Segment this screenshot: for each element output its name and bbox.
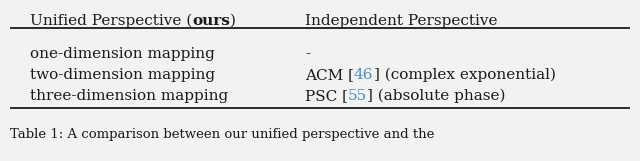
Text: Independent Perspective: Independent Perspective [305, 14, 497, 28]
Text: ours: ours [192, 14, 230, 28]
Text: -: - [305, 47, 310, 61]
Text: PSC [: PSC [ [305, 89, 348, 103]
Text: ] (absolute phase): ] (absolute phase) [367, 89, 506, 103]
Text: two-dimension mapping: two-dimension mapping [30, 68, 215, 82]
Text: ] (complex exponential): ] (complex exponential) [374, 68, 556, 82]
Text: one-dimension mapping: one-dimension mapping [30, 47, 215, 61]
Text: Unified Perspective (: Unified Perspective ( [30, 14, 192, 28]
Text: ACM [: ACM [ [305, 68, 354, 82]
Text: Table 1: A comparison between our unified perspective and the: Table 1: A comparison between our unifie… [10, 128, 435, 141]
Text: ): ) [230, 14, 236, 28]
Text: 55: 55 [348, 89, 367, 103]
Text: 46: 46 [354, 68, 374, 82]
Text: three-dimension mapping: three-dimension mapping [30, 89, 228, 103]
